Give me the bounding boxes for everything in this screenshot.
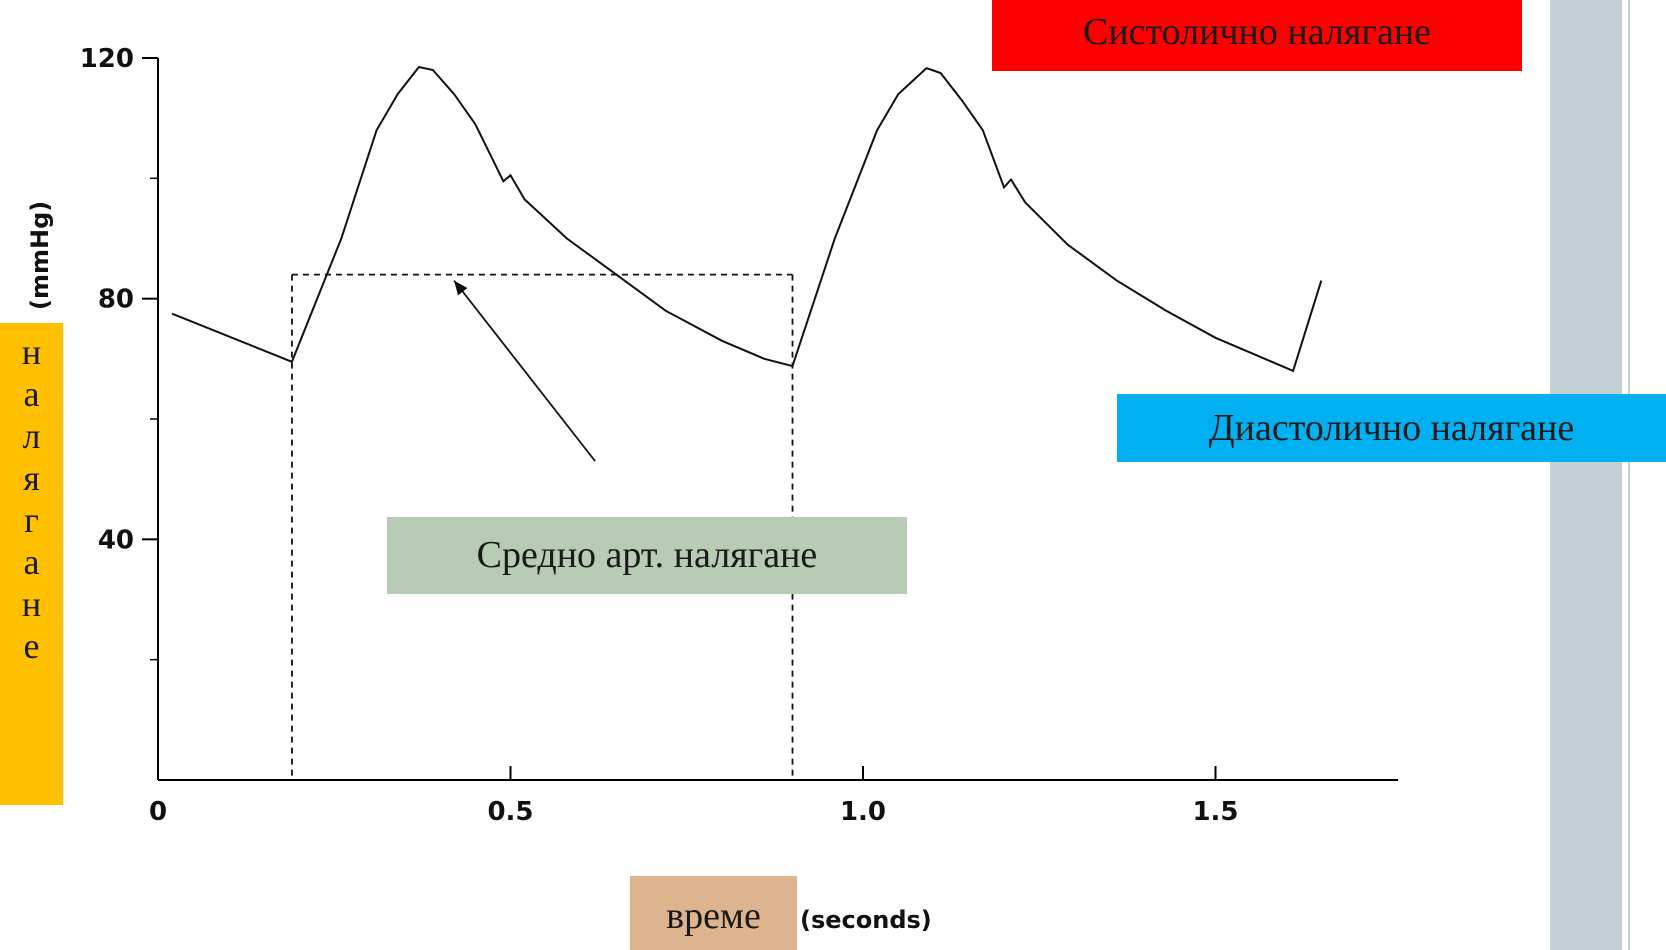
pressure-label-char: л [22,416,41,456]
side-decoration-bar [1550,0,1630,950]
y-tick-label: 80 [98,285,134,315]
x-tick-label: 0 [149,797,167,827]
arrow-shaft [453,280,596,462]
diastolic-pressure-label: Диастолично налягане [1117,394,1666,462]
pressure-axis-label: н а л я г а н е [0,323,63,805]
y-tick-label: 40 [98,525,134,555]
pressure-label-char: н [21,332,42,372]
mean-pressure-box [291,273,794,780]
pressure-label-char: г [24,500,39,540]
x-tick-label: 1.0 [840,797,886,827]
arrow-head [454,280,468,296]
pressure-label-char: а [23,542,40,582]
systolic-pressure-label: Систолично налягане [992,0,1522,71]
y-ticks: 40 80 120 [80,44,158,661]
y-tick-label: 120 [80,44,134,74]
pressure-label-char: а [23,374,40,414]
time-axis-label: време [630,876,797,950]
pressure-label-char: н [21,584,42,624]
mean-pressure-arrow [453,280,596,462]
pressure-label-char: е [23,626,40,666]
pressure-label-char: я [23,458,40,498]
x-ticks: 0 0.5 1.0 1.5 [149,766,1239,827]
x-tick-label: 1.5 [1192,797,1238,827]
side-decoration-line [1622,0,1628,950]
x-tick-label: 0.5 [487,797,533,827]
mean-pressure-label: Средно арт. налягане [387,517,907,594]
pressure-waveform-line [171,65,1323,373]
x-axis-title: (seconds) [800,906,932,934]
y-axis-title: (mmHg) [26,201,54,310]
